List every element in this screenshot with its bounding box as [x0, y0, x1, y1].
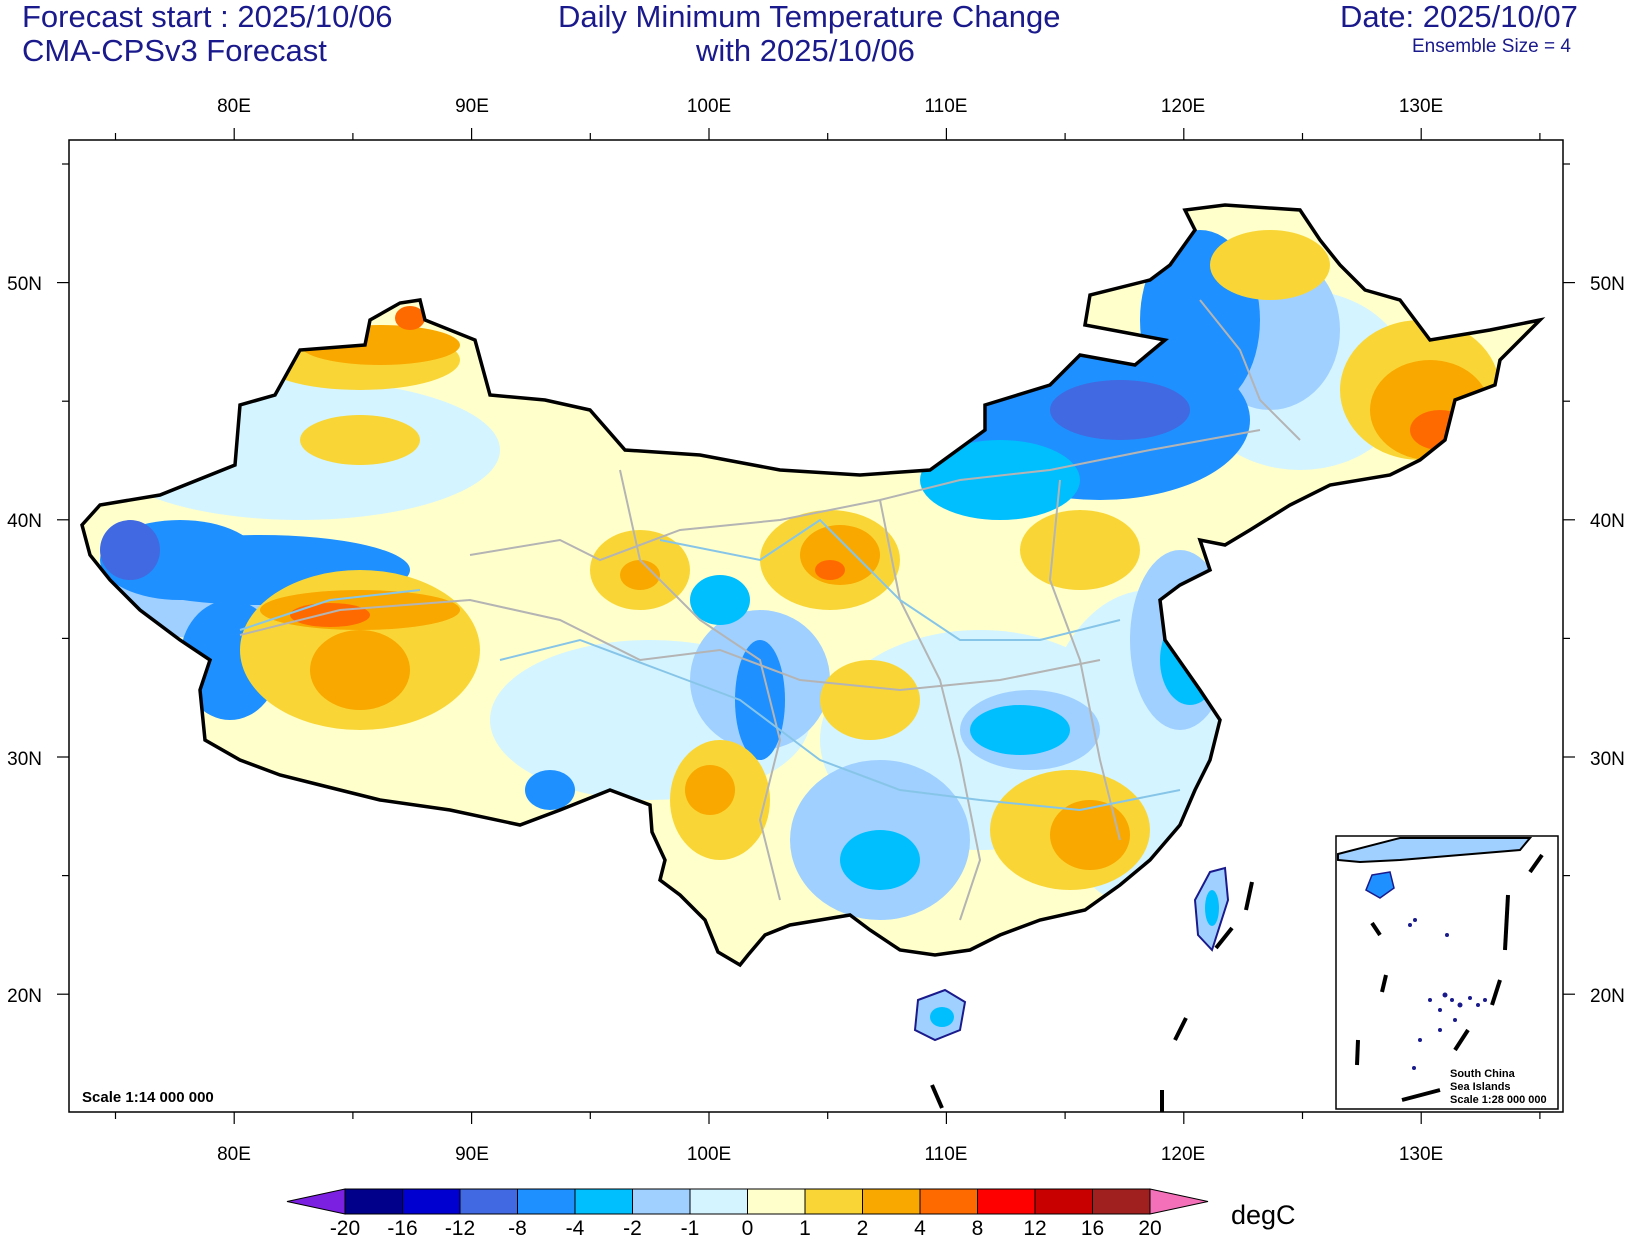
lat-label-left-20n: 20N [7, 986, 42, 1007]
colorbar-swatch [862, 1188, 921, 1215]
lon-label-bottom-90e: 90E [455, 1144, 489, 1165]
colorbar-swatch [574, 1188, 633, 1215]
colorbar-swatch [632, 1188, 691, 1215]
ensemble-size-text: Ensemble Size = 4 [1412, 36, 1571, 57]
lon-label-bottom-120e: 120E [1161, 1144, 1205, 1165]
lat-label-right-20n: 20N [1590, 986, 1625, 1007]
inset-mainland [1337, 837, 1533, 864]
lat-label-right-30n: 30N [1590, 749, 1625, 770]
colorbar-swatch [1034, 1188, 1093, 1215]
colorbar-swatch [459, 1188, 518, 1215]
colorbar-level-label: -16 [387, 1217, 417, 1240]
colorbar-level-label: 8 [972, 1217, 984, 1240]
colorbar-level-label: -4 [566, 1217, 585, 1240]
lon-label-top-120e: 120E [1161, 96, 1205, 117]
lat-label-right-40n: 40N [1590, 511, 1625, 532]
forecast-start-text: Forecast start : 2025/10/06 [22, 0, 393, 34]
lat-label-left-30n: 30N [7, 749, 42, 770]
lon-label-top-100e: 100E [687, 96, 731, 117]
colorbar-swatch [977, 1188, 1036, 1215]
colorbar-level-label: 1 [799, 1217, 811, 1240]
model-name-text: CMA-CPSv3 Forecast [22, 33, 327, 68]
lat-label-right-50n: 50N [1590, 274, 1625, 295]
colorbar-swatch [1092, 1188, 1151, 1215]
lon-label-top-80e: 80E [217, 96, 251, 117]
colorbar-swatch [919, 1188, 978, 1215]
colorbar-swatch [747, 1188, 806, 1215]
colorbar-swatch-max-arrow [1149, 1188, 1209, 1215]
lat-label-left-50n: 50N [7, 274, 42, 295]
lon-label-top-90e: 90E [455, 96, 489, 117]
map-scale-text: Scale 1:14 000 000 [82, 1089, 214, 1106]
inset-dash-line [1355, 853, 1544, 1102]
colorbar: -20 -16 -12 -8 -4 -2 -1 0 1 2 4 8 12 16 20 [286, 1188, 1209, 1240]
lon-label-bottom-100e: 100E [687, 1144, 731, 1165]
inset-title-line1: South China [1450, 1068, 1516, 1080]
colorbar-level-label: 20 [1138, 1217, 1161, 1240]
colorbar-level-label: -8 [508, 1217, 527, 1240]
colorbar-level-label: 2 [857, 1217, 869, 1240]
lat-label-left-40n: 40N [7, 511, 42, 532]
national-border [80, 203, 1546, 968]
inset-scale-text: Scale 1:28 000 000 [1450, 1094, 1547, 1106]
colorbar-level-label: -2 [623, 1217, 642, 1240]
colorbar-level-label: -1 [681, 1217, 700, 1240]
colorbar-swatch [517, 1188, 576, 1215]
lon-label-bottom-130e: 130E [1399, 1144, 1443, 1165]
colorbar-level-label: 12 [1023, 1217, 1046, 1240]
colorbar-swatch [344, 1188, 403, 1215]
nine-dash-line [930, 881, 1254, 1112]
inset-title-line2: Sea Islands [1450, 1081, 1511, 1093]
colorbar-level-label: -12 [445, 1217, 475, 1240]
colorbar-level-label: 16 [1081, 1217, 1104, 1240]
axis-ticks [57, 128, 1575, 1124]
lon-label-top-110e: 110E [925, 96, 968, 117]
province-boundaries [239, 299, 1301, 921]
lon-label-bottom-80e: 80E [217, 1144, 251, 1165]
lon-label-bottom-110e: 110E [925, 1144, 968, 1165]
inset-hainan [1365, 871, 1395, 899]
taiwan-cool-spot [1205, 890, 1219, 926]
colorbar-swatch [689, 1188, 748, 1215]
map-title-line1: Daily Minimum Temperature Change [558, 0, 1061, 34]
inset-islands [1408, 918, 1487, 1070]
colorbar-level-label: -20 [330, 1217, 360, 1240]
colorbar-unit: degC [1231, 1200, 1296, 1230]
colorbar-swatch [804, 1188, 863, 1215]
valid-date-text: Date: 2025/10/07 [1340, 0, 1578, 34]
colorbar-level-label: 4 [914, 1217, 926, 1240]
inset-frame [1335, 835, 1559, 1110]
colorbar-swatch [402, 1188, 461, 1215]
lon-label-top-130e: 130E [1399, 96, 1443, 117]
rivers [239, 518, 1181, 812]
colorbar-swatch-min-arrow [286, 1188, 346, 1215]
south-china-sea-inset: South China Sea Islands Scale 1:28 000 0… [1335, 835, 1559, 1110]
colorbar-level-label: 0 [742, 1217, 754, 1240]
map-title-line2: with 2025/10/06 [696, 33, 915, 68]
hainan-cool-spot [930, 1007, 954, 1027]
